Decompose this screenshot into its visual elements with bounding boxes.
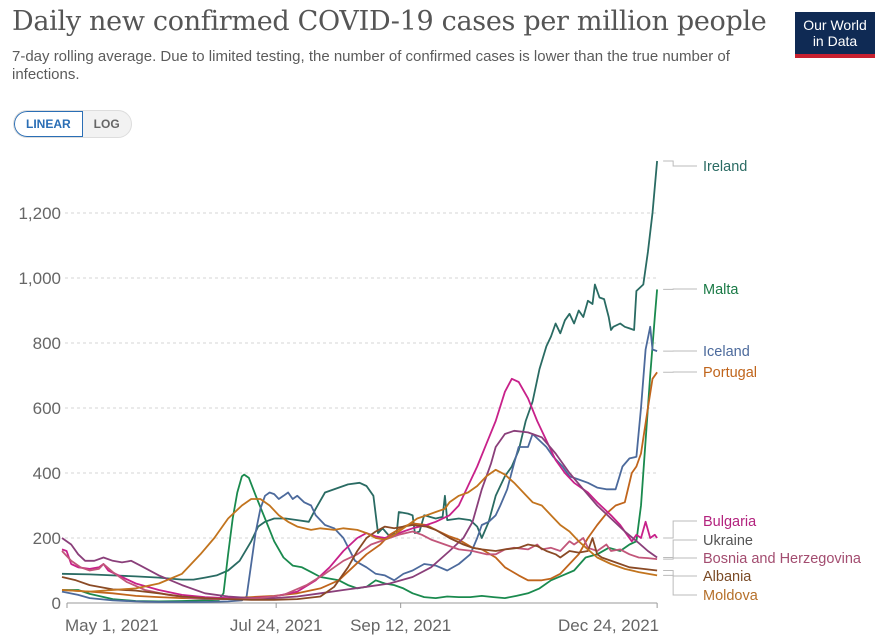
series-line-ukraine[interactable] — [61, 429, 658, 599]
series-line-albania[interactable] — [61, 524, 658, 601]
x-tick-label: Jul 24, 2021 — [230, 616, 323, 635]
logo-red-bar — [795, 54, 875, 58]
y-tick-label: 1,000 — [18, 269, 61, 288]
y-tick-label: 0 — [52, 594, 61, 613]
logo-line-2: in Data — [812, 33, 858, 49]
chart-title: Daily new confirmed COVID-19 cases per m… — [12, 6, 767, 37]
legend-label-moldova[interactable]: Moldova — [703, 588, 759, 604]
x-tick-label: Dec 24, 2021 — [558, 616, 659, 635]
legend-connector — [663, 557, 697, 560]
legend-label-iceland[interactable]: Iceland — [703, 344, 750, 360]
legend-label-ukraine[interactable]: Ukraine — [703, 533, 753, 549]
legend-connector — [663, 160, 697, 167]
series-line-malta[interactable] — [62, 289, 658, 603]
y-tick-label: 1,200 — [18, 204, 61, 223]
log-button[interactable]: LOG — [93, 117, 120, 131]
series-line-moldova[interactable] — [61, 468, 658, 593]
legend-connector — [663, 574, 697, 596]
legend-label-malta[interactable]: Malta — [703, 282, 739, 298]
y-tick-label: 600 — [33, 399, 61, 418]
legend-label-albania[interactable]: Albania — [703, 569, 752, 585]
legend-label-bulgaria[interactable]: Bulgaria — [703, 514, 757, 530]
y-tick-label: 400 — [33, 464, 61, 483]
logo-line-1: Our World — [803, 17, 867, 33]
legend-connector — [663, 539, 697, 558]
series-line-bosnia-and-herzegovina[interactable] — [61, 530, 658, 600]
scale-toggle: LINEAR LOG — [13, 110, 132, 138]
x-tick-label: May 1, 2021 — [65, 616, 159, 635]
series-line-ireland[interactable] — [61, 160, 658, 581]
chart-subtitle: 7-day rolling average. Due to limited te… — [12, 48, 730, 83]
series-line-iceland[interactable] — [61, 325, 658, 603]
y-tick-label: 800 — [33, 334, 61, 353]
owid-logo[interactable]: Our World in Data — [795, 12, 875, 58]
legend-connector — [663, 570, 697, 577]
x-tick-label: Sep 12, 2021 — [350, 616, 451, 635]
series-line-portugal[interactable] — [61, 371, 658, 600]
legend-connector — [663, 520, 697, 539]
legend-label-bosnia-and-herzegovina[interactable]: Bosnia and Herzegovina — [703, 551, 862, 567]
linear-button[interactable]: LINEAR — [14, 111, 83, 137]
y-tick-label: 200 — [33, 529, 61, 548]
series-line-bulgaria[interactable] — [61, 377, 658, 599]
legend-label-portugal[interactable]: Portugal — [703, 365, 757, 381]
legend-label-ireland[interactable]: Ireland — [703, 159, 747, 175]
